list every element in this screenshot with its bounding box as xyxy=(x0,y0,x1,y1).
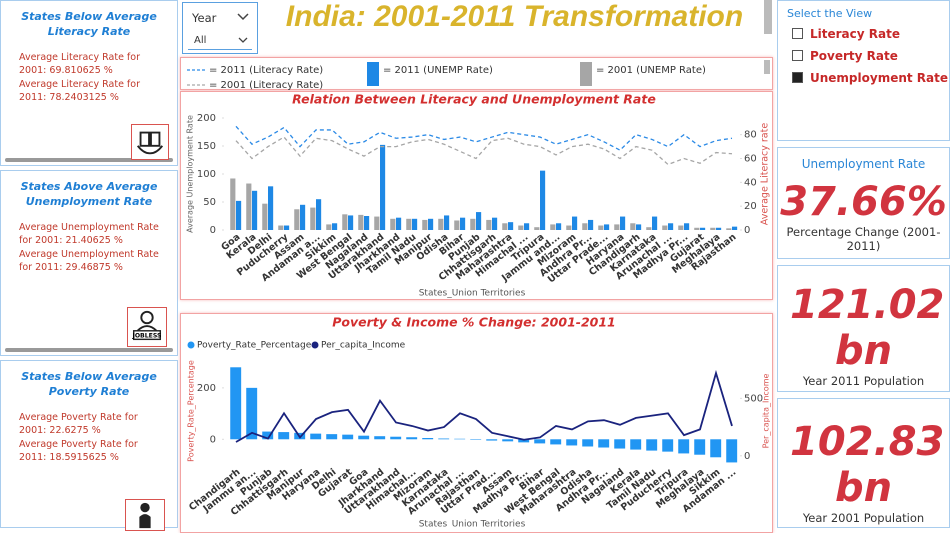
view-option[interactable]: Literacy Rate xyxy=(792,27,900,41)
chart-panel xyxy=(180,313,773,533)
page-title: India: 2001-2011 Transformation xyxy=(285,0,744,33)
kpi-value: 102.83 bn xyxy=(790,419,945,511)
kpi-label: Year 2011 Population xyxy=(802,374,925,388)
scrollbar xyxy=(5,158,173,162)
card-line: Average Unemployment Rate for 2011: 29.4… xyxy=(19,249,159,273)
chevron xyxy=(238,37,248,43)
poverty-card: States Below Average Poverty Rate Averag… xyxy=(0,360,178,531)
dropdown[interactable]: All xyxy=(188,33,252,50)
checkbox[interactable] xyxy=(792,28,803,39)
kpi-value: 121.02 bn xyxy=(790,282,945,374)
view-selector: Select the View Literacy Rate Poverty Rat… xyxy=(777,0,950,141)
option-label: Literacy Rate xyxy=(810,27,900,41)
kpi-label: Year 2001 Population xyxy=(802,511,925,525)
year-slicer[interactable]: Year All xyxy=(182,2,258,54)
selector-title: Select the View xyxy=(787,7,873,20)
scrollbar xyxy=(764,60,770,74)
card-title: States Below Average Poverty Rate xyxy=(21,370,157,398)
card-line: Average Literacy Rate for 2011: 78.24031… xyxy=(19,79,140,103)
kpi-label: Percentage Change (2001-2011) xyxy=(786,225,941,253)
legend-panel xyxy=(180,57,773,90)
kpi-value: 37.66% xyxy=(780,179,947,225)
card-title: States Above Average Unemployment Rate xyxy=(20,180,158,208)
option-label: Unemployment Rate xyxy=(810,71,949,85)
book-icon[interactable] xyxy=(131,124,169,160)
jobless-icon[interactable]: JOBLESS xyxy=(127,307,167,347)
card-line: Average Unemployment Rate for 2001: 21.4… xyxy=(19,222,159,246)
card-line: Average Poverty Rate for 2001: 22.6275 % xyxy=(19,412,138,436)
unemployment-card: States Above Average Unemployment Rate A… xyxy=(0,170,178,356)
chart-panel xyxy=(180,91,773,300)
kpi-title: Unemployment Rate xyxy=(801,157,926,171)
view-option[interactable]: Poverty Rate xyxy=(792,49,898,63)
scrollbar xyxy=(764,0,772,34)
poverty-icon[interactable] xyxy=(125,499,165,531)
kpi-card: 121.02 bn Year 2011 Population xyxy=(777,265,950,392)
kpi-card: Unemployment Rate 37.66% Percentage Chan… xyxy=(777,147,950,259)
chevron xyxy=(237,13,249,21)
icon-text: JOBLESS xyxy=(132,333,162,340)
checkbox[interactable] xyxy=(792,72,803,83)
option-label: Poverty Rate xyxy=(810,49,898,63)
literacy-card: States Below Average Literacy Rate Avera… xyxy=(0,0,178,166)
card-title: States Below Average Literacy Rate xyxy=(21,10,157,38)
slicer-value: All xyxy=(194,35,207,46)
checkbox[interactable] xyxy=(792,50,803,61)
view-option[interactable]: Unemployment Rate xyxy=(792,71,948,85)
slicer-label: Year xyxy=(192,11,217,25)
card-line: Average Poverty Rate for 2011: 18.591562… xyxy=(19,439,138,463)
kpi-card: 102.83 bn Year 2001 Population xyxy=(777,398,950,528)
card-line: Average Literacy Rate for 2001: 69.81062… xyxy=(19,52,140,76)
scrollbar xyxy=(5,348,173,352)
